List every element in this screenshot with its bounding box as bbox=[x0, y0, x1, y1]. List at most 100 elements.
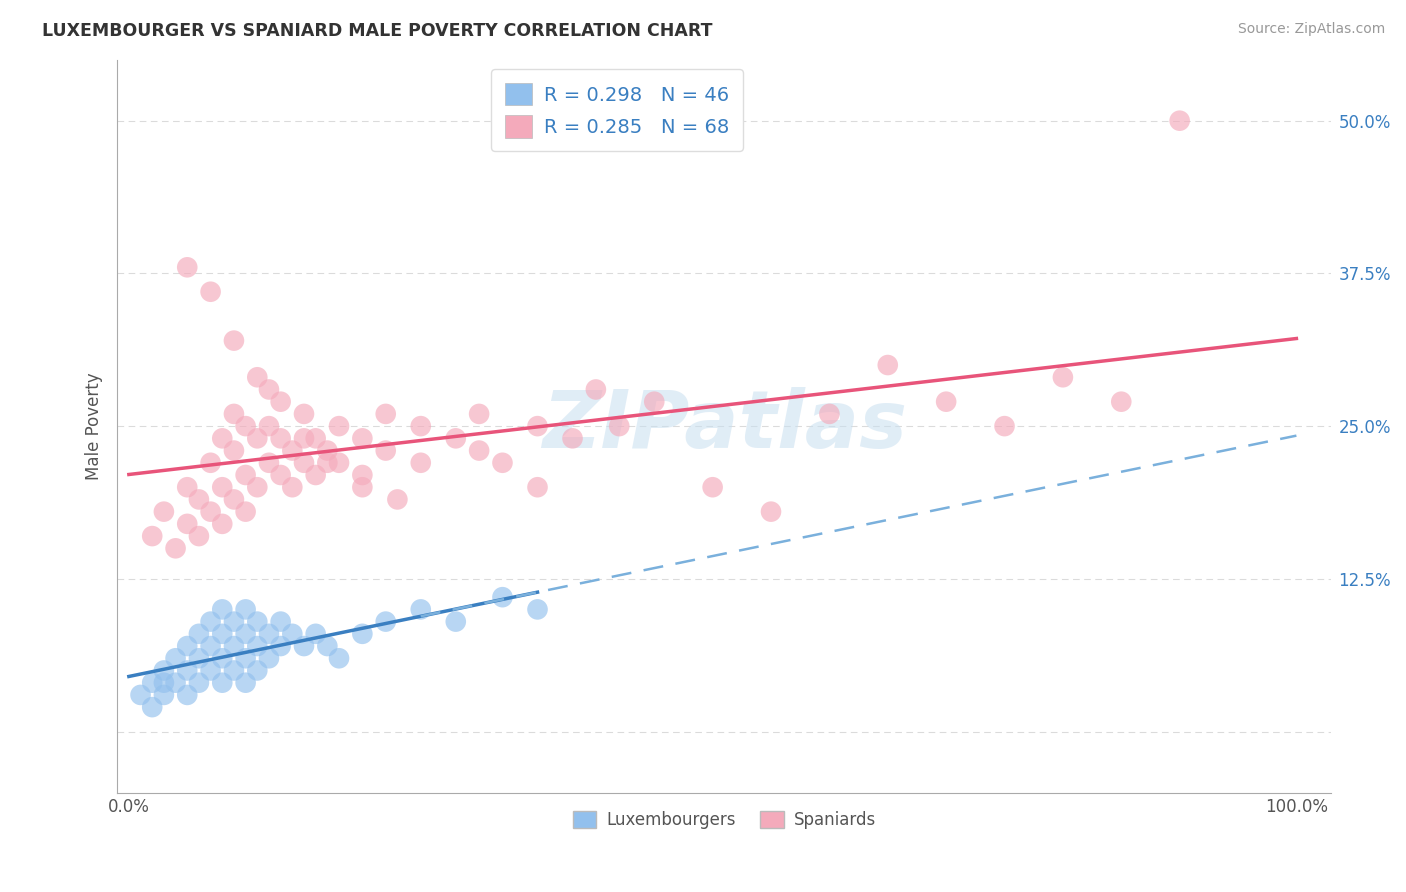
Point bbox=[352, 468, 374, 483]
Point bbox=[444, 615, 467, 629]
Point bbox=[328, 456, 350, 470]
Point bbox=[176, 480, 198, 494]
Point bbox=[257, 383, 280, 397]
Y-axis label: Male Poverty: Male Poverty bbox=[86, 372, 103, 480]
Point bbox=[281, 627, 304, 641]
Point bbox=[935, 394, 957, 409]
Point bbox=[468, 443, 491, 458]
Point bbox=[876, 358, 898, 372]
Point bbox=[176, 664, 198, 678]
Point bbox=[141, 529, 163, 543]
Point bbox=[292, 456, 315, 470]
Point bbox=[257, 627, 280, 641]
Point bbox=[352, 431, 374, 445]
Point bbox=[222, 407, 245, 421]
Point bbox=[444, 431, 467, 445]
Point bbox=[468, 407, 491, 421]
Point bbox=[270, 394, 292, 409]
Point bbox=[200, 615, 222, 629]
Point bbox=[222, 492, 245, 507]
Point bbox=[235, 627, 257, 641]
Point bbox=[257, 456, 280, 470]
Point bbox=[222, 334, 245, 348]
Point bbox=[200, 456, 222, 470]
Point bbox=[222, 664, 245, 678]
Point bbox=[176, 688, 198, 702]
Point bbox=[270, 639, 292, 653]
Point bbox=[702, 480, 724, 494]
Point bbox=[211, 431, 233, 445]
Point bbox=[246, 615, 269, 629]
Point bbox=[200, 639, 222, 653]
Point bbox=[211, 602, 233, 616]
Point bbox=[328, 419, 350, 434]
Text: Source: ZipAtlas.com: Source: ZipAtlas.com bbox=[1237, 22, 1385, 37]
Point bbox=[292, 407, 315, 421]
Point bbox=[328, 651, 350, 665]
Point bbox=[187, 675, 209, 690]
Point bbox=[211, 480, 233, 494]
Point bbox=[211, 516, 233, 531]
Point bbox=[352, 480, 374, 494]
Point bbox=[1052, 370, 1074, 384]
Point bbox=[141, 700, 163, 714]
Point bbox=[526, 602, 548, 616]
Point bbox=[187, 651, 209, 665]
Point bbox=[281, 480, 304, 494]
Point bbox=[246, 639, 269, 653]
Point bbox=[1109, 394, 1132, 409]
Point bbox=[607, 419, 630, 434]
Point bbox=[235, 602, 257, 616]
Point bbox=[153, 505, 176, 519]
Point bbox=[818, 407, 841, 421]
Point bbox=[246, 664, 269, 678]
Point bbox=[211, 675, 233, 690]
Point bbox=[257, 651, 280, 665]
Point bbox=[153, 675, 176, 690]
Point bbox=[387, 492, 409, 507]
Point bbox=[316, 456, 339, 470]
Point bbox=[187, 529, 209, 543]
Point bbox=[187, 627, 209, 641]
Point bbox=[235, 419, 257, 434]
Point bbox=[235, 675, 257, 690]
Point bbox=[211, 651, 233, 665]
Point bbox=[305, 627, 328, 641]
Point bbox=[270, 468, 292, 483]
Point bbox=[200, 664, 222, 678]
Point bbox=[292, 431, 315, 445]
Point bbox=[141, 675, 163, 690]
Point bbox=[585, 383, 607, 397]
Point bbox=[270, 431, 292, 445]
Point bbox=[200, 505, 222, 519]
Point bbox=[316, 639, 339, 653]
Point bbox=[246, 431, 269, 445]
Point bbox=[281, 443, 304, 458]
Point bbox=[352, 627, 374, 641]
Point bbox=[187, 492, 209, 507]
Point bbox=[246, 370, 269, 384]
Point bbox=[270, 615, 292, 629]
Legend: Luxembourgers, Spaniards: Luxembourgers, Spaniards bbox=[567, 804, 883, 836]
Point bbox=[409, 602, 432, 616]
Point bbox=[316, 443, 339, 458]
Point bbox=[222, 639, 245, 653]
Point bbox=[235, 468, 257, 483]
Point bbox=[222, 615, 245, 629]
Point bbox=[292, 639, 315, 653]
Point bbox=[374, 615, 396, 629]
Text: LUXEMBOURGER VS SPANIARD MALE POVERTY CORRELATION CHART: LUXEMBOURGER VS SPANIARD MALE POVERTY CO… bbox=[42, 22, 713, 40]
Point bbox=[643, 394, 665, 409]
Point bbox=[491, 456, 513, 470]
Point bbox=[759, 505, 782, 519]
Point bbox=[526, 480, 548, 494]
Point bbox=[561, 431, 583, 445]
Point bbox=[491, 590, 513, 604]
Point bbox=[1168, 113, 1191, 128]
Point bbox=[374, 407, 396, 421]
Point bbox=[222, 443, 245, 458]
Point bbox=[993, 419, 1015, 434]
Point bbox=[153, 664, 176, 678]
Point bbox=[211, 627, 233, 641]
Point bbox=[246, 480, 269, 494]
